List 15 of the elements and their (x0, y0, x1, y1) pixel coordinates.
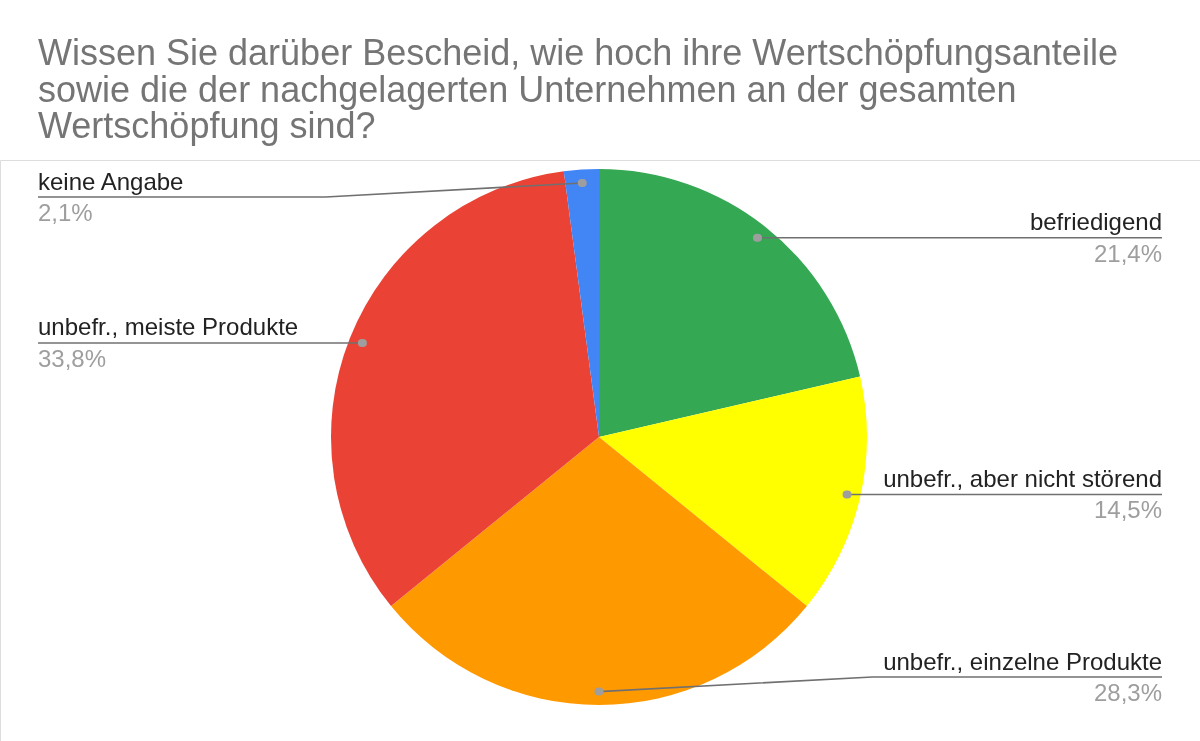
slice-label: keine Angabe (38, 167, 184, 195)
data-label: 2,1% (38, 199, 93, 226)
chart-title: Wissen Sie darüber Bescheid, wie hoch ihre Wertschöpfungsanteile sowie die der nachgelagerten Unternehmen an der gesamten Wertschöpfung sind? (38, 32, 1118, 146)
slice-label: unbefr., meiste Produkte (38, 313, 299, 341)
pie-slice (599, 376, 867, 607)
pie-slice (331, 171, 599, 607)
data-label: 14,5% (1093, 496, 1162, 524)
data-label: 21,4% (1093, 239, 1162, 267)
data-label: 28,3% (1093, 679, 1162, 706)
slice-label: unbefr., aber nicht störend (883, 464, 1162, 492)
slice-label: befriedigend (1029, 208, 1162, 236)
pie-slice (391, 437, 807, 705)
pie-slice (599, 169, 861, 437)
data-label: 33,8% (38, 344, 107, 372)
slice-label: unbefr., einzelne Produkte (883, 647, 1162, 675)
